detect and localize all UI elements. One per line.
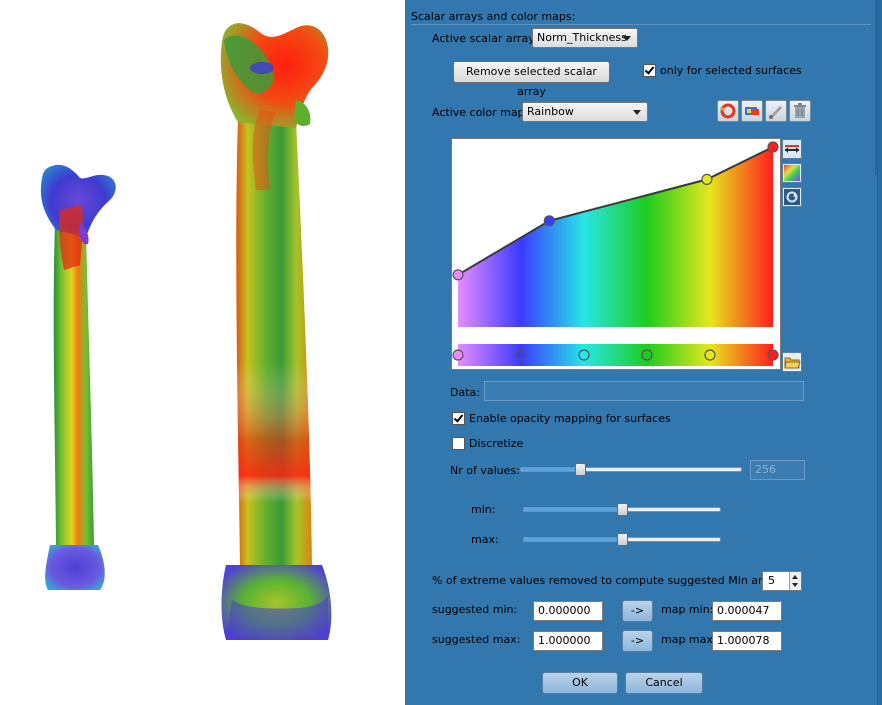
min-slider-handle[interactable]: [617, 503, 628, 516]
nr-values-label: Nr of values:: [450, 464, 520, 477]
extreme-values-label: % of extreme values removed to compute s…: [432, 574, 802, 587]
only-selected-checkbox[interactable]: [643, 64, 656, 77]
extreme-values-spinbox[interactable]: 5: [762, 571, 802, 591]
3d-viewport[interactable]: [0, 0, 405, 705]
data-label: Data:: [450, 386, 480, 399]
max-slider[interactable]: [523, 533, 721, 546]
color-bar-gradient[interactable]: [458, 344, 773, 366]
color-stop-handle[interactable]: [452, 349, 464, 361]
discretize-label: Discretize: [469, 437, 524, 450]
chevron-down-icon[interactable]: [792, 583, 798, 587]
color-stop-handle[interactable]: [578, 349, 590, 361]
active-colormap-value: Rainbow: [527, 105, 574, 118]
opacity-mapping-checkbox[interactable]: [452, 412, 465, 425]
spinbox-arrows[interactable]: [789, 572, 801, 590]
colormap-editor[interactable]: [451, 138, 781, 370]
opacity-mapping-label: Enable opacity mapping for surfaces: [469, 412, 671, 425]
edit-colormap-icon[interactable]: [741, 100, 763, 122]
nr-values-slider[interactable]: [520, 463, 742, 476]
color-stop-handle[interactable]: [515, 349, 527, 361]
panel-scrollbar[interactable]: [877, 0, 882, 705]
active-scalar-value: Norm_Thickness: [537, 31, 627, 44]
opacity-curve[interactable]: [452, 141, 779, 281]
map-min-field[interactable]: 0.000047: [712, 601, 782, 621]
rainbow-icon[interactable]: [782, 163, 802, 183]
data-field[interactable]: [484, 381, 804, 401]
trash-icon[interactable]: [789, 100, 811, 122]
spread-icon[interactable]: [782, 139, 802, 159]
apply-suggested-min-button[interactable]: ->: [622, 600, 653, 622]
folder-icon[interactable]: [782, 352, 802, 372]
active-scalar-label: Active scalar array:: [432, 32, 538, 45]
map-max-field[interactable]: 1.000078: [712, 631, 782, 651]
opacity-control-point[interactable]: [543, 215, 555, 227]
opacity-curve-line: [457, 146, 774, 276]
checkmark-icon: [644, 64, 655, 75]
remove-scalar-array-button[interactable]: Remove selected scalar array: [453, 61, 610, 98]
max-slider-handle[interactable]: [617, 533, 628, 546]
colormap-opacity-fill: [458, 147, 773, 327]
nr-values-slider-fill: [521, 468, 580, 471]
colormap-opacity-area: [458, 147, 773, 327]
opacity-control-point[interactable]: [701, 173, 713, 186]
colormap-color-bar[interactable]: [452, 344, 779, 366]
min-slider[interactable]: [523, 503, 721, 516]
color-stop-handle[interactable]: [641, 349, 653, 361]
small-femur: [40, 164, 116, 590]
min-label: min:: [471, 503, 496, 516]
suggested-min-field[interactable]: 0.000000: [533, 601, 603, 621]
suggested-max-label: suggested max:: [432, 633, 521, 646]
min-slider-fill: [524, 508, 622, 511]
nr-values-field[interactable]: 256: [750, 460, 805, 480]
section-title: Scalar arrays and color maps:: [411, 10, 576, 23]
max-slider-fill: [524, 538, 622, 541]
cancel-button[interactable]: Cancel: [625, 672, 703, 694]
max-label: max:: [471, 533, 499, 546]
map-max-label: map max:: [661, 633, 717, 646]
colormap-canvas[interactable]: [452, 139, 780, 369]
map-min-label: map min:: [661, 603, 714, 616]
section-divider: [411, 24, 871, 25]
bone-render: [40, 23, 332, 640]
refresh-icon[interactable]: [782, 187, 802, 207]
suggested-max-field[interactable]: 1.000000: [533, 631, 603, 651]
reverse-colors-icon[interactable]: [717, 100, 739, 122]
opacity-control-point[interactable]: [452, 269, 464, 281]
brush-icon[interactable]: [765, 100, 787, 122]
scalar-settings-panel: Scalar arrays and color maps: Active sca…: [405, 0, 882, 705]
color-stop-handle[interactable]: [767, 349, 779, 361]
ok-button[interactable]: OK: [542, 672, 618, 694]
apply-suggested-max-button[interactable]: ->: [622, 630, 653, 652]
active-scalar-select[interactable]: Norm_Thickness: [532, 28, 638, 48]
chevron-up-icon[interactable]: [792, 575, 798, 579]
checkmark-icon: [453, 412, 464, 423]
suggested-min-label: suggested min:: [432, 603, 518, 616]
opacity-control-point[interactable]: [767, 141, 779, 153]
extreme-values-value: 5: [768, 574, 775, 587]
active-colormap-select[interactable]: Rainbow: [522, 102, 648, 122]
color-stop-handle[interactable]: [704, 349, 716, 361]
only-selected-label: only for selected surfaces: [660, 64, 802, 77]
large-femur: [220, 23, 332, 640]
chevron-down-icon: [623, 36, 631, 41]
discretize-checkbox[interactable]: [452, 437, 465, 450]
nr-values-slider-handle[interactable]: [575, 463, 586, 476]
chevron-down-icon: [633, 110, 641, 115]
active-colormap-label: Active color map:: [432, 106, 529, 119]
